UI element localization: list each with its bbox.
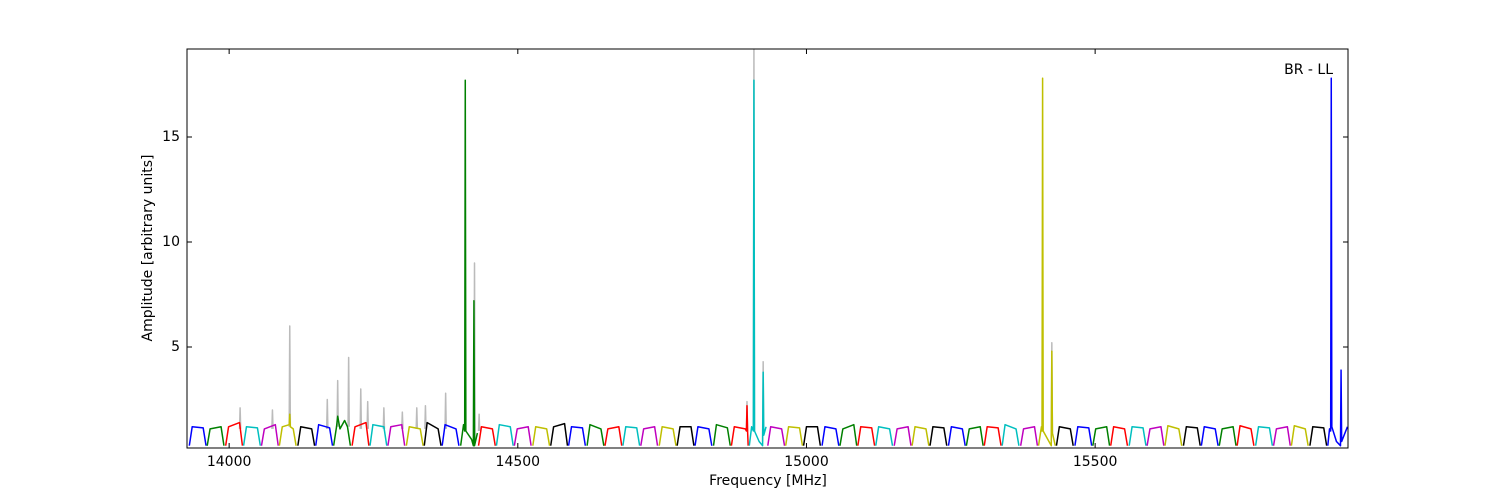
series-line	[911, 426, 930, 446]
series-line	[441, 423, 460, 446]
series-line	[297, 426, 316, 446]
series-line	[694, 426, 713, 446]
series-line	[1055, 426, 1074, 446]
series-line	[188, 426, 207, 446]
series-line	[784, 426, 804, 446]
axes-frame	[186, 48, 1349, 449]
series-line	[260, 423, 279, 446]
series-line	[1218, 426, 1237, 446]
series-line	[586, 423, 605, 446]
series-line	[1037, 77, 1057, 447]
series-line	[1254, 426, 1274, 446]
series-line	[1109, 426, 1129, 446]
x-tick-label: 15500	[1073, 454, 1118, 470]
series-line	[206, 426, 225, 446]
series-line	[314, 423, 334, 446]
series-line	[767, 426, 786, 446]
x-tick-label: 14500	[496, 454, 541, 470]
series-line	[857, 426, 876, 446]
series-line	[238, 49, 1054, 442]
y-axis-label: Amplitude [arbitrary units]	[140, 155, 156, 342]
y-tick-label: 5	[171, 339, 180, 355]
series-line	[1146, 426, 1165, 446]
series-line	[1182, 426, 1201, 446]
series-line	[802, 426, 822, 446]
series-line	[1001, 423, 1020, 446]
plot-area	[188, 49, 1348, 447]
series-line	[224, 421, 244, 446]
series-line	[1272, 426, 1292, 446]
x-tick-label: 15000	[784, 454, 829, 470]
x-tick-label: 14000	[207, 454, 252, 470]
series-line	[983, 426, 1002, 446]
series-line	[748, 79, 767, 447]
series-line	[1074, 426, 1093, 446]
series-line	[369, 423, 388, 446]
series-line	[532, 426, 551, 446]
series-line	[387, 423, 406, 446]
series-line	[459, 79, 479, 447]
series-line	[658, 426, 677, 446]
y-tick-label: 15	[162, 129, 180, 145]
series-line	[278, 413, 297, 446]
series-line	[242, 426, 262, 446]
annotation: BR - LL	[1284, 62, 1333, 78]
series-line	[405, 426, 424, 446]
series-line	[477, 426, 497, 446]
series-line	[730, 405, 749, 446]
series-line	[676, 426, 695, 446]
series-line	[875, 426, 894, 446]
series-line	[423, 421, 442, 446]
series-line	[1327, 77, 1348, 447]
y-tick-label: 10	[162, 234, 180, 250]
series-line	[1128, 426, 1147, 446]
series-line	[929, 426, 948, 446]
series-line	[839, 423, 858, 446]
series-line	[712, 423, 732, 446]
series-line	[567, 426, 587, 446]
series-line	[821, 426, 840, 446]
series-line	[622, 426, 641, 446]
series-line	[604, 426, 623, 446]
series-line	[351, 421, 370, 446]
series-line	[1092, 426, 1111, 446]
series-line	[549, 422, 569, 446]
series-line	[893, 426, 912, 446]
series-line	[1309, 426, 1328, 446]
series-line	[1200, 426, 1219, 446]
series-line	[495, 423, 514, 446]
series-line	[513, 426, 532, 446]
series-line	[640, 426, 659, 446]
x-axis-label: Frequency [MHz]	[709, 473, 827, 489]
series-line	[1236, 424, 1255, 446]
series-line	[1290, 424, 1309, 446]
series-line	[1164, 424, 1183, 446]
series-line	[1019, 426, 1039, 446]
series-line	[965, 426, 984, 446]
series-line	[332, 415, 352, 446]
series-line	[947, 426, 966, 446]
